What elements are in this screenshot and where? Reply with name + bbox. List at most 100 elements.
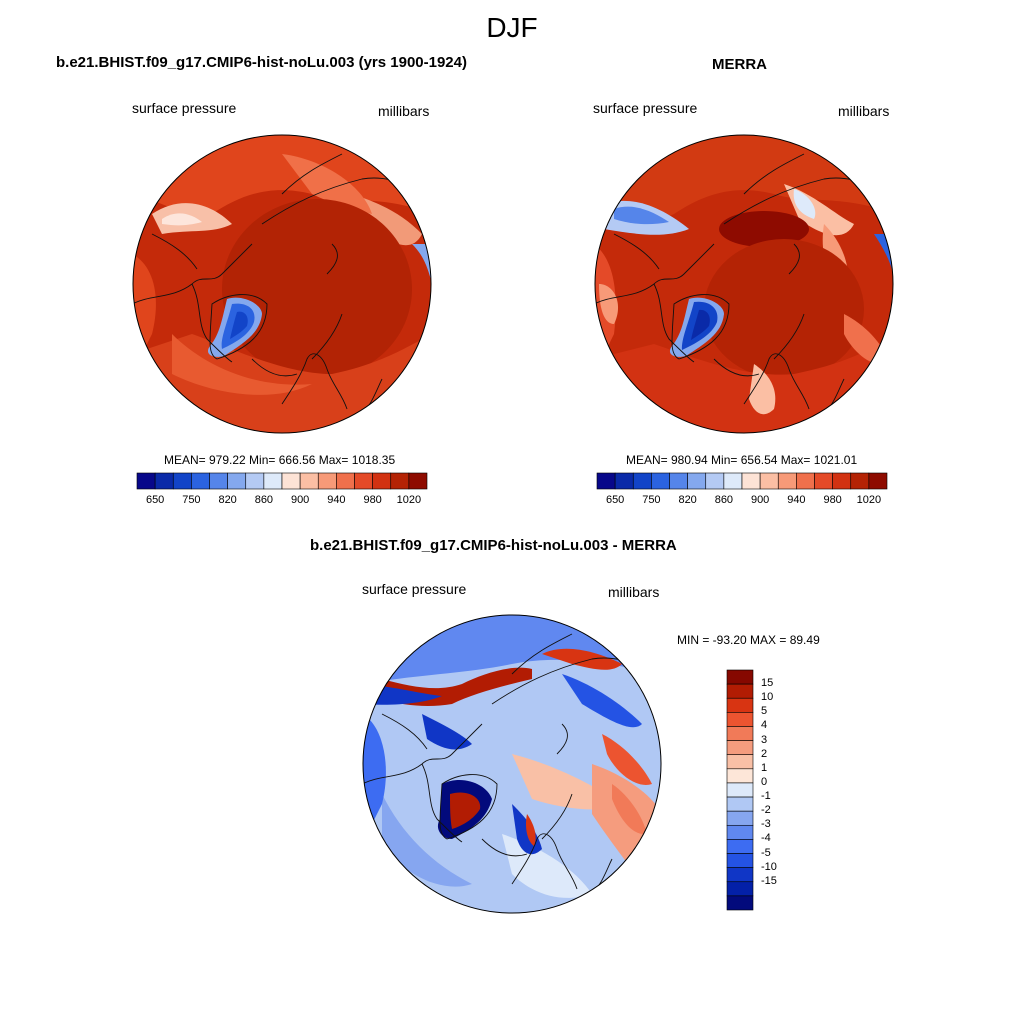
colorbar-tick-label: -5 xyxy=(761,846,771,859)
diff-colorbar-ticks: 15 10 5 4 3 2 1 0 -1 -2 -3 -4 -5 -10 -15 xyxy=(761,670,801,910)
model-units-label: millibars xyxy=(378,103,430,119)
colorbar-swatch xyxy=(408,472,428,490)
colorbar-tick-label: 940 xyxy=(787,494,806,506)
colorbar-swatch xyxy=(726,683,754,699)
colorbar-swatch xyxy=(726,839,754,854)
colorbar-swatch xyxy=(669,472,688,490)
colorbar-tick-label: 10 xyxy=(761,691,774,704)
colorbar-swatch xyxy=(687,472,707,490)
colorbar-tick-label: -1 xyxy=(761,790,771,803)
colorbar-swatch xyxy=(726,740,754,756)
colorbar-tick-label: 2 xyxy=(761,747,768,760)
diff-polar-map xyxy=(362,614,662,914)
obs-polar-map xyxy=(594,134,894,434)
colorbar-swatch xyxy=(726,796,754,812)
colorbar-swatch xyxy=(281,472,301,490)
colorbar-tick-label: 980 xyxy=(363,494,382,506)
colorbar-swatch xyxy=(726,669,754,685)
diff-colorbar xyxy=(726,669,754,911)
colorbar-swatch xyxy=(726,895,754,911)
colorbar-swatch xyxy=(726,824,754,840)
colorbar-tick-label: 820 xyxy=(678,494,697,506)
colorbar-tick-label: 4 xyxy=(761,719,768,732)
obs-variable-label: surface pressure xyxy=(593,100,698,116)
colorbar-swatch xyxy=(832,472,852,490)
colorbar-tick-label: 1 xyxy=(761,761,768,774)
colorbar-tick-label: 650 xyxy=(145,494,165,506)
model-colorbar-ticks: 650 750 820 860 900 940 980 1020 xyxy=(137,494,427,508)
colorbar-swatch xyxy=(227,472,247,490)
model-polar-map xyxy=(132,134,432,434)
colorbar-swatch xyxy=(726,867,754,883)
colorbar-swatch xyxy=(354,472,373,490)
colorbar-swatch xyxy=(245,472,265,490)
colorbar-swatch xyxy=(777,472,797,490)
colorbar-tick-label: 750 xyxy=(642,494,661,506)
colorbar-swatch xyxy=(336,472,355,490)
colorbar-tick-label: -10 xyxy=(761,860,777,873)
colorbar-swatch xyxy=(726,712,754,727)
colorbar-tick-label: 750 xyxy=(182,494,201,506)
model-variable-label: surface pressure xyxy=(132,100,237,116)
diff-stats: MIN = -93.20 MAX = 89.49 xyxy=(677,633,820,647)
colorbar-swatch xyxy=(723,472,743,490)
colorbar-swatch xyxy=(726,754,754,770)
colorbar-swatch xyxy=(209,472,228,490)
colorbar-swatch xyxy=(390,472,410,490)
colorbar-tick-label: 15 xyxy=(761,677,774,690)
colorbar-swatch xyxy=(726,782,754,798)
colorbar-tick-label: 980 xyxy=(823,494,842,506)
colorbar-swatch xyxy=(726,881,754,897)
colorbar-swatch xyxy=(759,472,779,490)
model-colorbar xyxy=(136,472,428,490)
model-stats: MEAN= 979.22 Min= 666.56 Max= 1018.35 xyxy=(164,453,396,467)
colorbar-tick-label: 940 xyxy=(327,494,346,506)
colorbar-swatch xyxy=(632,472,652,490)
diff-variable-label: surface pressure xyxy=(362,581,467,597)
colorbar-swatch xyxy=(191,472,210,490)
colorbar-tick-label: -4 xyxy=(761,832,771,845)
diff-units-label: millibars xyxy=(608,584,660,600)
obs-colorbar-ticks: 650 750 820 860 900 940 980 1020 xyxy=(597,494,887,508)
colorbar-tick-label: -3 xyxy=(761,818,771,831)
colorbar-swatch xyxy=(726,810,754,826)
colorbar-swatch xyxy=(868,472,888,490)
colorbar-tick-label: 0 xyxy=(761,775,768,788)
obs-units-label: millibars xyxy=(838,103,890,119)
colorbar-tick-label: 5 xyxy=(761,705,768,718)
colorbar-tick-label: -2 xyxy=(761,804,771,817)
colorbar-swatch xyxy=(317,472,337,490)
colorbar-swatch xyxy=(172,472,192,490)
colorbar-swatch xyxy=(651,472,670,490)
colorbar-swatch xyxy=(299,472,319,490)
colorbar-swatch xyxy=(154,472,174,490)
obs-colorbar xyxy=(596,472,888,490)
colorbar-tick-label: 900 xyxy=(290,494,310,506)
colorbar-tick-label: 650 xyxy=(605,494,625,506)
colorbar-swatch xyxy=(705,472,725,490)
model-panel-title: b.e21.BHIST.f09_g17.CMIP6-hist-noLu.003 … xyxy=(56,54,467,71)
colorbar-swatch xyxy=(741,472,761,490)
colorbar-swatch xyxy=(726,726,754,741)
colorbar-tick-label: 860 xyxy=(714,494,734,506)
colorbar-swatch xyxy=(136,472,156,490)
obs-stats: MEAN= 980.94 Min= 656.54 Max= 1021.01 xyxy=(626,453,858,467)
colorbar-swatch xyxy=(726,697,754,713)
figure-title: DJF xyxy=(486,12,538,43)
colorbar-swatch xyxy=(372,472,392,490)
colorbar-swatch xyxy=(726,853,754,868)
colorbar-tick-label: 900 xyxy=(750,494,770,506)
colorbar-swatch xyxy=(796,472,815,490)
colorbar-tick-label: 860 xyxy=(254,494,274,506)
colorbar-tick-label: 1020 xyxy=(856,494,882,506)
colorbar-tick-label: 3 xyxy=(761,733,768,746)
colorbar-swatch xyxy=(263,472,283,490)
colorbar-swatch xyxy=(726,768,754,784)
colorbar-swatch xyxy=(596,472,616,490)
colorbar-swatch xyxy=(814,472,833,490)
obs-panel-title: MERRA xyxy=(712,56,767,73)
colorbar-swatch xyxy=(850,472,870,490)
colorbar-tick-label: -15 xyxy=(761,874,777,887)
colorbar-tick-label: 820 xyxy=(218,494,237,506)
colorbar-tick-label: 1020 xyxy=(396,494,422,506)
